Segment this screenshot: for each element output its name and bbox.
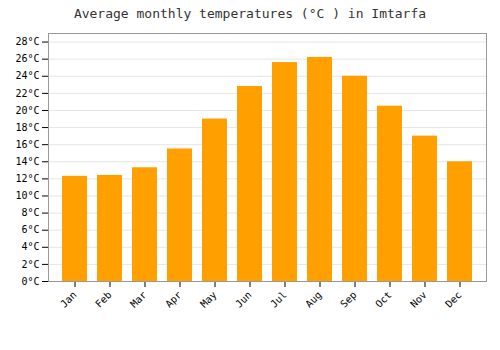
svg-text:24°C: 24°C xyxy=(15,70,39,81)
svg-text:Oct: Oct xyxy=(373,289,394,310)
svg-text:Dec: Dec xyxy=(443,289,464,310)
svg-text:Jul: Jul xyxy=(268,289,289,310)
svg-text:Jun: Jun xyxy=(233,289,254,310)
svg-text:Nov: Nov xyxy=(408,289,429,310)
svg-text:16°C: 16°C xyxy=(15,139,39,150)
svg-text:Sep: Sep xyxy=(338,289,359,310)
svg-text:10°C: 10°C xyxy=(15,190,39,201)
svg-text:May: May xyxy=(198,289,219,310)
svg-text:4°C: 4°C xyxy=(21,241,39,252)
html-text:Average monthly temperatures (: Average monthly temperatures (°C ) in Im… xyxy=(73,6,427,21)
svg-text:18°C: 18°C xyxy=(15,122,39,133)
svg-text:12°C: 12°C xyxy=(15,173,39,184)
svg-text:Aug: Aug xyxy=(303,289,324,310)
svg-text:22°C: 22°C xyxy=(15,88,39,99)
svg-text:Apr: Apr xyxy=(163,289,184,310)
svg-text:2°C: 2°C xyxy=(21,259,39,270)
svg-text:Feb: Feb xyxy=(93,289,114,310)
svg-text:0°C: 0°C xyxy=(21,276,39,287)
svg-text:6°C: 6°C xyxy=(21,224,39,235)
svg-text:28°C: 28°C xyxy=(15,36,39,47)
svg-text:Mar: Mar xyxy=(128,289,149,310)
svg-text:8°C: 8°C xyxy=(21,207,39,218)
svg-text:26°C: 26°C xyxy=(15,53,39,64)
svg-text:Jan: Jan xyxy=(58,289,79,310)
svg-text:14°C: 14°C xyxy=(15,156,39,167)
svg-text:20°C: 20°C xyxy=(15,105,39,116)
